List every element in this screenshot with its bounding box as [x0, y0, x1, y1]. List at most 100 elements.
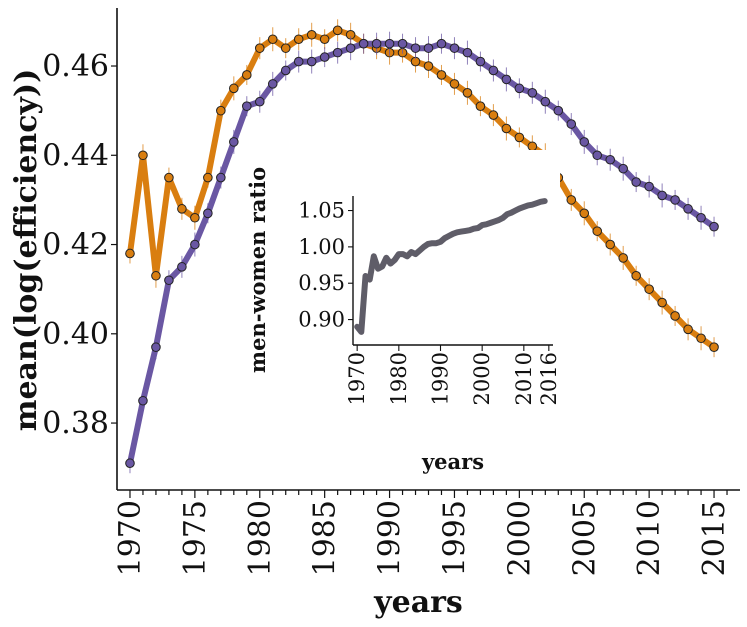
- orange-point: [514, 132, 525, 143]
- orange-point: [709, 342, 719, 352]
- orange-line: [127, 27, 717, 351]
- orange-point: [644, 284, 654, 294]
- orange-point: [125, 248, 135, 259]
- orange-point: [436, 70, 447, 80]
- purple-point: [618, 163, 628, 174]
- purple-point: [423, 43, 434, 53]
- inset-x-label: years: [421, 449, 484, 474]
- inset-y-tick-label: 1.05: [298, 199, 345, 223]
- main-y-tick-label: 0.40: [42, 317, 109, 352]
- purple-point: [203, 208, 213, 219]
- inset-y-tick-label: 0.95: [298, 271, 345, 295]
- purple-point: [151, 342, 161, 352]
- orange-point: [423, 61, 434, 71]
- inset-y-tick-label: 0.90: [298, 308, 345, 332]
- purple-point: [553, 105, 564, 116]
- main-y-tick-label: 0.38: [42, 406, 109, 441]
- main-x-tick-label: 2005: [567, 500, 602, 576]
- inset-x-tick-label: 2016: [537, 352, 561, 405]
- main-x-tick-label: 1990: [373, 500, 408, 576]
- orange-point: [138, 150, 148, 161]
- inset-x-tick-label: 2000: [470, 352, 494, 405]
- purple-point: [709, 221, 719, 232]
- purple-point: [501, 74, 512, 85]
- orange-point: [657, 297, 667, 308]
- orange-point: [280, 43, 291, 53]
- orange-point: [488, 110, 499, 120]
- inset-y-label: men-women ratio: [245, 167, 270, 373]
- purple-point: [683, 204, 693, 214]
- main-y-label: mean(log(efficiency)): [9, 69, 44, 432]
- orange-point: [605, 239, 616, 250]
- purple-point: [125, 458, 135, 469]
- orange-point: [164, 172, 174, 183]
- purple-point: [514, 83, 525, 94]
- inset-x-tick-label: 1980: [387, 352, 411, 405]
- main-x-tick-label: 1995: [437, 500, 472, 576]
- inset-x-tick-label: 1970: [345, 352, 369, 405]
- orange-point: [618, 253, 628, 263]
- inset-x-tick-label: 2010: [512, 352, 536, 405]
- orange-point: [631, 270, 641, 281]
- purple-point: [345, 43, 356, 53]
- purple-point: [579, 137, 590, 147]
- purple-point: [306, 56, 317, 67]
- orange-point: [449, 79, 460, 89]
- purple-point: [138, 395, 148, 406]
- main-x-tick-label: 1980: [243, 500, 278, 576]
- purple-point: [267, 79, 278, 89]
- main-x-tick-label: 2010: [632, 500, 667, 576]
- purple-point: [631, 177, 641, 187]
- orange-point: [670, 311, 680, 321]
- purple-point: [280, 65, 291, 76]
- orange-point: [475, 101, 486, 111]
- purple-point: [384, 38, 395, 49]
- purple-point: [657, 190, 667, 201]
- purple-point: [332, 47, 343, 58]
- purple-point: [566, 119, 577, 129]
- orange-point: [216, 105, 226, 116]
- orange-point: [177, 204, 187, 214]
- orange-point: [592, 226, 603, 236]
- orange-point: [527, 141, 538, 152]
- orange-point: [319, 34, 330, 45]
- ratio-line: [354, 198, 548, 335]
- purple-point: [397, 38, 408, 49]
- purple-point: [475, 56, 486, 67]
- orange-point: [306, 29, 317, 40]
- orange-point: [683, 324, 693, 335]
- purple-point: [592, 150, 603, 161]
- purple-point: [319, 52, 330, 62]
- main-y-tick-label: 0.46: [42, 49, 109, 84]
- inset-plot: 1970 1980 1990 2000 2010 2016 0.90 0.95 1.00 1.05…: [240, 150, 561, 480]
- purple-point: [462, 47, 473, 58]
- main-x-tick-label: 1970: [113, 500, 148, 576]
- purple-point: [358, 38, 369, 49]
- purple-point: [371, 38, 382, 49]
- purple-point: [164, 275, 174, 286]
- main-x-label: years: [373, 585, 463, 620]
- purple-point: [527, 87, 538, 98]
- orange-point: [579, 208, 590, 219]
- purple-point: [488, 65, 499, 76]
- purple-point: [229, 137, 239, 147]
- orange-point: [229, 83, 239, 94]
- orange-point: [696, 333, 706, 344]
- inset-y-tick-label: 1.00: [298, 235, 345, 259]
- purple-point: [410, 43, 421, 53]
- purple-point: [540, 96, 551, 107]
- inset-x-tick-label: 1990: [429, 352, 453, 405]
- purple-point: [177, 262, 187, 272]
- orange-point: [254, 43, 265, 53]
- main-y-tick-label: 0.42: [42, 228, 109, 263]
- main-x-tick-label: 1975: [178, 500, 213, 576]
- purple-point: [254, 96, 265, 107]
- purple-point: [644, 181, 654, 192]
- inset-background: [240, 150, 560, 480]
- purple-point: [436, 38, 447, 49]
- purple-line: [127, 40, 717, 467]
- purple-point: [449, 43, 460, 53]
- purple-point: [216, 172, 226, 183]
- orange-point: [190, 212, 200, 223]
- orange-point: [332, 25, 343, 36]
